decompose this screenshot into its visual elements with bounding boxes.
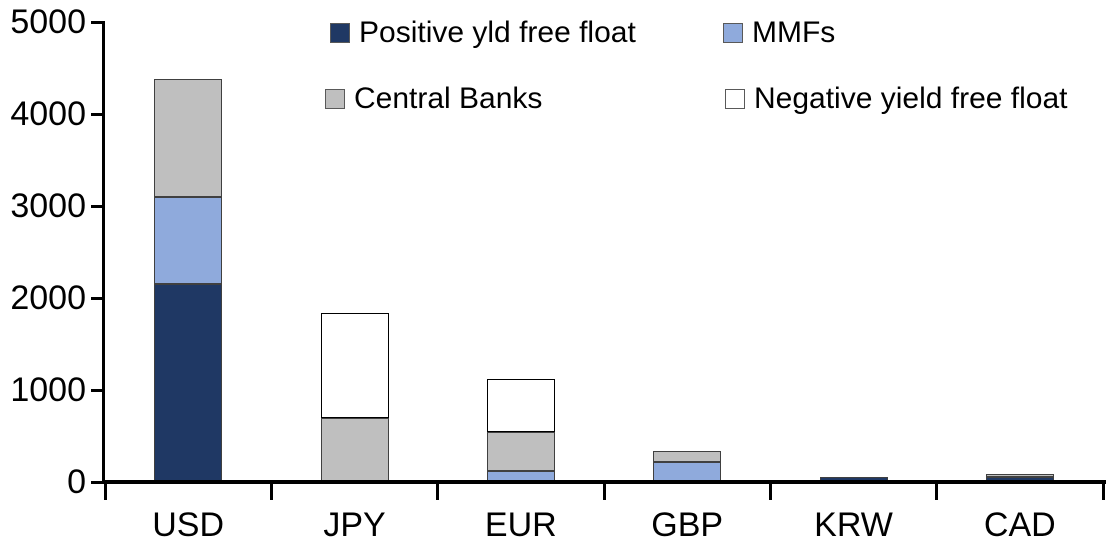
y-axis-label-3000: 3000	[10, 187, 86, 225]
y-axis-label-0: 0	[67, 463, 86, 501]
y-axis-label-2000: 2000	[10, 279, 86, 317]
x-tick-1	[269, 480, 273, 500]
x-tick-0	[103, 480, 107, 500]
legend-label-central-banks: Central Banks	[354, 82, 543, 115]
bar-segment-GBP-central-banks	[653, 451, 722, 462]
x-tick-5	[935, 480, 939, 500]
bar-segment-CAD-central-banks	[985, 474, 1054, 477]
y-axis-label-5000: 5000	[10, 3, 86, 41]
y-axis-label-1000: 1000	[10, 371, 86, 409]
x-tick-6	[1101, 480, 1105, 500]
legend-swatch-mmfs	[723, 23, 743, 43]
y-tick-5000	[91, 20, 105, 24]
legend-item-central-banks: Central Banks	[325, 84, 542, 114]
y-axis-line	[102, 22, 105, 484]
y-tick-2000	[91, 296, 105, 300]
legend-item-negative-yield-free-float: Negative yield free float	[725, 84, 1068, 114]
x-axis-label-USD: USD	[152, 506, 225, 544]
legend-item-positive-yld-free-float: Positive yld free float	[330, 18, 636, 48]
x-axis-label-JPY: JPY	[323, 506, 386, 544]
bar-segment-EUR-central-banks	[486, 432, 555, 471]
y-axis-label-4000: 4000	[10, 95, 86, 133]
bar-segment-EUR-negative-yield-free-float	[486, 379, 555, 432]
x-axis-label-KRW: KRW	[814, 506, 893, 544]
legend-item-mmfs: MMFs	[723, 18, 835, 48]
bar-segment-JPY-negative-yield-free-float	[320, 313, 389, 418]
bar-segment-USD-central-banks	[154, 79, 223, 197]
bar-segment-GBP-mmfs	[653, 462, 722, 482]
bar-segment-USD-mmfs	[154, 197, 223, 284]
y-tick-3000	[91, 204, 105, 208]
bar-segment-JPY-central-banks	[320, 418, 389, 482]
y-tick-4000	[91, 112, 105, 116]
y-tick-0	[91, 480, 105, 484]
bar-segment-USD-positive-yld-free-float	[154, 284, 223, 482]
x-tick-3	[602, 480, 606, 500]
x-axis-label-EUR: EUR	[484, 506, 557, 544]
y-tick-1000	[91, 388, 105, 392]
legend-swatch-positive-yld-free-float	[330, 23, 350, 43]
legend-swatch-central-banks	[325, 89, 345, 109]
x-tick-2	[436, 480, 440, 500]
x-axis-line	[102, 480, 1106, 484]
legend-label-negative-yield-free-float: Negative yield free float	[754, 82, 1068, 115]
x-axis-label-CAD: CAD	[983, 506, 1056, 544]
legend-label-positive-yld-free-float: Positive yld free float	[359, 16, 636, 49]
legend-swatch-negative-yield-free-float	[725, 89, 745, 109]
x-tick-4	[768, 480, 772, 500]
x-axis-label-GBP: GBP	[651, 506, 724, 544]
legend-label-mmfs: MMFs	[752, 16, 836, 49]
